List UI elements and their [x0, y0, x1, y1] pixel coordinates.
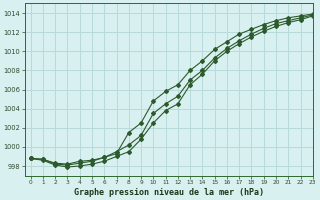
- X-axis label: Graphe pression niveau de la mer (hPa): Graphe pression niveau de la mer (hPa): [74, 188, 264, 197]
